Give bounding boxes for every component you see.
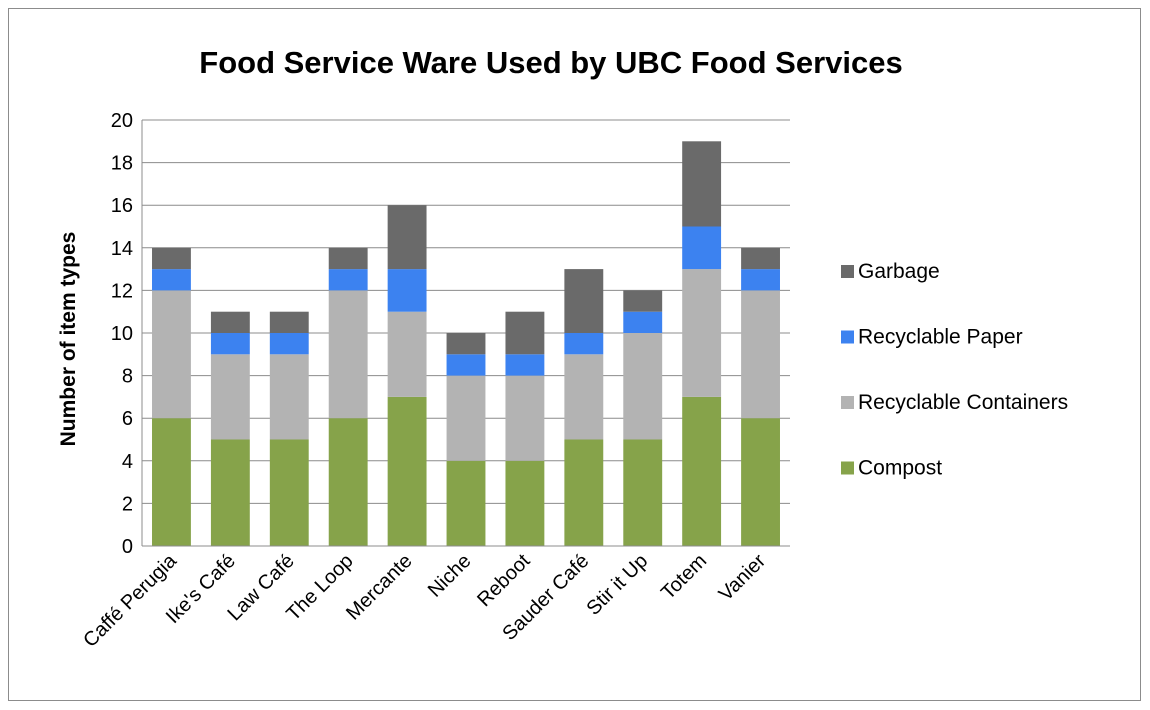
bar-law-cafe-recyclable-containers [269,354,309,440]
legend-swatch-compost [841,461,854,475]
bar-law-cafe-compost [269,439,309,546]
bar-totem-recyclable-containers [682,269,722,397]
bar-totem-compost [682,396,722,546]
y-tick-label: 2 [122,493,133,515]
y-tick-label: 14 [111,238,133,260]
chart-frame: Food Service Ware Used by UBC Food Servi… [8,8,1141,701]
y-tick-label: 16 [111,195,133,217]
bar-stir-it-up-recyclable-paper [623,311,663,333]
bar-ike-s-cafe-recyclable-containers [210,354,250,440]
bar-totem-recyclable-paper [682,226,722,270]
bar-mercante-compost [387,396,427,546]
bar-reboot-recyclable-containers [505,375,545,461]
y-tick-label: 8 [122,366,133,388]
bar-mercante-recyclable-paper [387,269,427,312]
chart-title: Food Service Ware Used by UBC Food Servi… [199,45,902,80]
bars [152,141,780,546]
bar-vanier-recyclable-paper [741,269,780,291]
bar-sauder-cafe-garbage [564,269,604,333]
stacked-bar-chart: Food Service Ware Used by UBC Food Servi… [57,45,1068,652]
bar-law-cafe-recyclable-paper [269,333,309,355]
x-tick-label-totem: Totem [657,550,711,604]
bar-vanier-garbage [741,247,780,270]
bar-ike-s-cafe-compost [210,439,250,546]
bar-mercante-garbage [387,205,427,270]
legend-swatch-recyclable-paper [841,330,854,344]
bar-reboot-recyclable-paper [505,354,545,376]
bar-reboot-compost [505,460,545,546]
y-tick-labels: 0 2 4 6 8 10 12 14 16 18 20 [111,110,133,558]
legend-label-garbage: Garbage [858,260,940,283]
bar-stir-it-up-garbage [623,290,663,312]
y-axis-label: Number of item types [57,232,80,447]
bar-sauder-cafe-recyclable-paper [564,333,604,355]
bar-niche-garbage [446,333,486,355]
x-tick-label-vanier: Vanier [715,550,771,606]
bar-stir-it-up-recyclable-containers [623,333,663,440]
bar-law-cafe-garbage [269,311,309,333]
bar-sauder-cafe-recyclable-containers [564,354,604,440]
bar-totem-garbage [682,141,722,227]
bar-caffe-perugia-compost [152,418,191,546]
bar-the-loop-recyclable-paper [328,269,368,291]
x-tick-label-caffe-perugia: Caffé Perugia [79,549,181,651]
bar-caffe-perugia-recyclable-containers [152,290,191,419]
legend: Garbage Recyclable Paper Recyclable Contai… [841,260,1068,480]
legend-swatch-recyclable-containers [841,396,854,409]
bar-sauder-cafe-compost [564,439,604,546]
y-tick-label: 18 [111,153,133,175]
legend-swatch-garbage [841,265,854,278]
legend-label-recyclable-containers: Recyclable Containers [858,391,1068,414]
bar-ike-s-cafe-recyclable-paper [210,333,250,355]
bar-niche-compost [446,460,486,546]
y-tick-label: 6 [122,408,133,430]
bar-the-loop-recyclable-containers [328,290,368,419]
bar-reboot-garbage [505,311,545,355]
bar-niche-recyclable-paper [446,354,486,376]
y-tick-label: 20 [111,110,133,132]
bar-vanier-compost [741,418,780,546]
x-tick-label-niche: Niche [424,550,476,602]
bar-the-loop-compost [328,418,368,546]
bar-caffe-perugia-garbage [152,247,191,270]
bar-niche-recyclable-containers [446,375,486,461]
y-tick-label: 12 [111,280,133,302]
bar-ike-s-cafe-garbage [210,311,250,333]
legend-label-compost: Compost [858,457,942,480]
axes [141,120,790,547]
bar-stir-it-up-compost [623,439,663,546]
bar-the-loop-garbage [328,247,368,270]
y-tick-label: 0 [122,536,133,558]
bar-vanier-recyclable-containers [741,290,780,419]
x-tick-label-stir-it-up: Stir it Up [582,550,652,620]
bar-mercante-recyclable-containers [387,311,427,397]
legend-label-recyclable-paper: Recyclable Paper [858,326,1023,349]
y-tick-label: 4 [122,451,133,473]
y-tick-label: 10 [111,323,133,345]
bar-caffe-perugia-recyclable-paper [152,269,191,291]
